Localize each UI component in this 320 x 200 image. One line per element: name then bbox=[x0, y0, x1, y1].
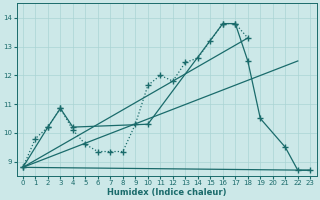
X-axis label: Humidex (Indice chaleur): Humidex (Indice chaleur) bbox=[107, 188, 226, 197]
